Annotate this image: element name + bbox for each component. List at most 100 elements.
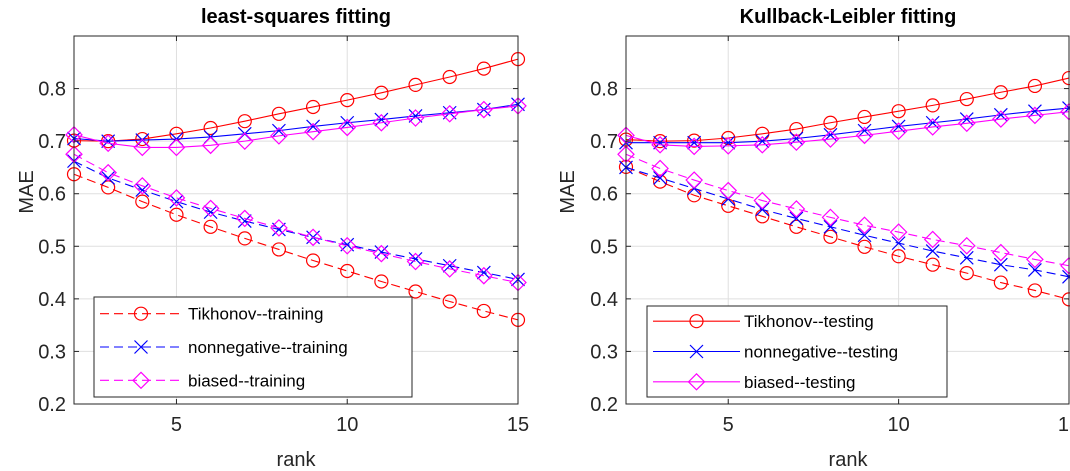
- chart-title-left: least-squares fitting: [201, 6, 391, 28]
- data-point: [652, 134, 668, 149]
- data-point: [889, 223, 908, 241]
- legend-label: Tikhonov--testing: [744, 312, 874, 331]
- data-point: [474, 100, 493, 119]
- legend-label: biased--training: [188, 371, 305, 390]
- data-point: [789, 211, 804, 226]
- y-tick-label: 0.2: [38, 394, 66, 416]
- y-tick-label: 0.7: [590, 131, 618, 153]
- data-point: [203, 219, 218, 234]
- data-point: [687, 133, 702, 148]
- data-point: [685, 171, 704, 189]
- data-point: [923, 230, 942, 249]
- data-point: [99, 163, 118, 182]
- data-point: [891, 236, 906, 251]
- data-point: [133, 176, 152, 195]
- y-tick-label: 0.6: [590, 184, 618, 206]
- y-axis-label-left: MAE: [16, 170, 38, 213]
- data-point: [857, 228, 872, 243]
- data-point: [991, 110, 1010, 128]
- data-point: [169, 194, 184, 209]
- series-group-right: [617, 70, 1070, 307]
- legend-label: Tikhonov--training: [188, 305, 323, 324]
- data-point: [408, 284, 423, 299]
- data-point: [304, 228, 322, 247]
- legend-marker: [133, 306, 149, 321]
- data-point: [857, 239, 872, 254]
- series-line-biased--testing: [625, 111, 1070, 147]
- x-axis-label-left: rank: [277, 449, 317, 471]
- data-point: [653, 171, 668, 185]
- data-point: [271, 106, 287, 121]
- data-point: [789, 121, 804, 137]
- data-point: [993, 257, 1008, 272]
- legend-label: nonnegative--testing: [744, 343, 898, 362]
- series-line-nonnegative--testing: [626, 107, 1070, 144]
- data-point: [959, 91, 974, 107]
- data-point: [167, 189, 186, 207]
- data-point: [99, 134, 118, 153]
- x-tick-label: 10: [887, 414, 909, 436]
- legend-label: nonnegative--training: [188, 338, 348, 357]
- data-point: [957, 114, 976, 133]
- y-tick-label: 0.5: [38, 236, 66, 258]
- data-point: [237, 231, 252, 246]
- data-point: [440, 104, 459, 123]
- data-point: [408, 251, 423, 266]
- data-point: [406, 252, 425, 271]
- data-point: [201, 136, 220, 155]
- data-point: [923, 118, 942, 136]
- data-point: [687, 135, 702, 150]
- axes-box-left: [73, 35, 519, 405]
- x-tick-label: 15: [1058, 414, 1070, 436]
- data-point: [753, 135, 772, 154]
- series-line-unlabeled-3: [625, 166, 1070, 300]
- data-point: [304, 122, 322, 141]
- data-point: [101, 134, 116, 149]
- legend-marker: [134, 340, 148, 354]
- y-tick-label: 0.2: [590, 394, 618, 416]
- data-point: [203, 205, 218, 220]
- data-point: [651, 159, 669, 178]
- y-tick-label: 0.7: [38, 131, 66, 153]
- data-point: [787, 200, 806, 218]
- data-point: [476, 61, 491, 76]
- x-axis-label-right: rank: [829, 449, 869, 471]
- data-point: [823, 115, 838, 130]
- data-point: [135, 131, 150, 147]
- data-point: [135, 183, 150, 197]
- data-point: [305, 253, 321, 268]
- data-point: [821, 130, 840, 148]
- data-point: [133, 138, 152, 157]
- axes-box-right: [625, 35, 1070, 405]
- legend-right: Tikhonov--testing nonnegative--testing bia…: [646, 305, 948, 398]
- chart-title-right: Kullback-Leibler fitting: [740, 6, 957, 28]
- data-point: [169, 207, 184, 222]
- series-line-nonnegative--training: [73, 160, 519, 280]
- data-point: [237, 114, 252, 129]
- x-tick-label: 5: [171, 414, 182, 436]
- legend-label: biased--testing: [744, 373, 856, 392]
- data-point: [203, 120, 218, 136]
- data-point: [374, 112, 389, 127]
- data-point: [442, 294, 457, 309]
- left-chart-panel: least-squares fitting MAE rank 5 10 15 0.2 0…: [16, 6, 529, 471]
- data-point: [440, 260, 459, 278]
- y-tick-label: 0.3: [590, 341, 618, 363]
- data-point: [959, 250, 974, 265]
- data-point: [789, 219, 804, 234]
- data-point: [374, 85, 389, 100]
- data-point: [338, 118, 357, 137]
- legend-marker: [687, 372, 706, 391]
- data-point: [235, 132, 254, 150]
- data-point: [925, 244, 940, 258]
- data-point: [925, 98, 940, 113]
- legend-marker: [132, 371, 150, 390]
- data-point: [653, 135, 668, 150]
- data-point: [135, 194, 150, 209]
- data-point: [1026, 250, 1044, 269]
- data-point: [925, 257, 940, 272]
- data-point: [1027, 263, 1042, 277]
- data-point: [167, 138, 186, 157]
- data-point: [651, 135, 669, 154]
- data-point: [1027, 78, 1043, 94]
